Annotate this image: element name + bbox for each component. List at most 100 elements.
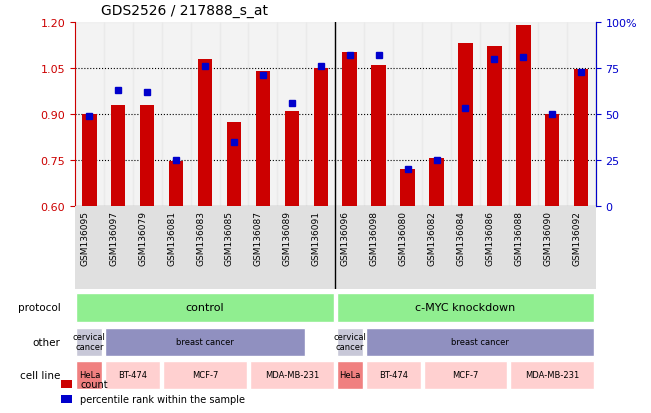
Bar [307, 23, 335, 206]
Bar [451, 206, 480, 289]
Bar [161, 23, 191, 206]
Bar [451, 23, 480, 206]
Bar [337, 293, 594, 323]
Bar [538, 23, 567, 206]
Text: GSM136096: GSM136096 [340, 211, 350, 266]
Text: GSM136098: GSM136098 [370, 211, 379, 266]
Bar [75, 23, 104, 206]
Text: GSM136088: GSM136088 [514, 211, 523, 266]
Text: GSM136086: GSM136086 [486, 211, 494, 266]
Bar [277, 206, 307, 289]
Bar [516, 26, 531, 206]
Bar [161, 206, 191, 289]
Bar [480, 206, 509, 289]
Text: HeLa: HeLa [339, 370, 361, 379]
Text: breast cancer: breast cancer [451, 337, 509, 346]
Legend: count, percentile rank within the sample: count, percentile rank within the sample [57, 375, 249, 408]
Bar [76, 361, 102, 389]
Bar [422, 206, 451, 289]
Bar [393, 23, 422, 206]
Bar [249, 23, 277, 206]
Bar [342, 53, 357, 206]
Text: GSM136085: GSM136085 [225, 211, 234, 266]
Bar [424, 361, 507, 389]
Bar [337, 361, 363, 389]
Text: breast cancer: breast cancer [176, 337, 234, 346]
Bar [400, 170, 415, 206]
Text: GSM136092: GSM136092 [572, 211, 581, 266]
Bar [538, 206, 567, 289]
Bar [191, 23, 219, 206]
Bar [133, 206, 161, 289]
Bar [169, 162, 184, 206]
Text: cervical
cancer: cervical cancer [73, 332, 105, 351]
Text: GSM136082: GSM136082 [428, 211, 437, 266]
Text: GSM136090: GSM136090 [544, 211, 552, 266]
Bar [104, 23, 133, 206]
Bar [307, 206, 335, 289]
Text: BT-474: BT-474 [118, 370, 147, 379]
Bar [256, 72, 270, 206]
Text: MCF-7: MCF-7 [192, 370, 218, 379]
Text: GSM136095: GSM136095 [80, 211, 89, 266]
Text: MDA-MB-231: MDA-MB-231 [265, 370, 319, 379]
Bar [277, 23, 307, 206]
Bar [198, 59, 212, 206]
Text: GDS2526 / 217888_s_at: GDS2526 / 217888_s_at [101, 4, 268, 17]
Bar [249, 206, 277, 289]
Text: GSM136079: GSM136079 [138, 211, 147, 266]
Bar [545, 114, 559, 206]
Text: GSM136097: GSM136097 [109, 211, 118, 266]
Bar [76, 328, 102, 356]
Bar [105, 361, 160, 389]
Bar [509, 23, 538, 206]
Bar [284, 112, 299, 206]
Bar [429, 159, 444, 206]
Bar [219, 206, 249, 289]
Bar [364, 206, 393, 289]
Bar [104, 206, 133, 289]
Bar [487, 47, 502, 206]
Bar [111, 105, 126, 206]
Bar [480, 23, 509, 206]
Bar [567, 206, 596, 289]
Text: MDA-MB-231: MDA-MB-231 [525, 370, 579, 379]
Bar [393, 206, 422, 289]
Bar [366, 361, 421, 389]
Text: cell line: cell line [20, 370, 61, 380]
Bar [366, 328, 594, 356]
Bar [133, 23, 161, 206]
Bar [227, 122, 242, 206]
Bar [219, 23, 249, 206]
Text: protocol: protocol [18, 303, 61, 313]
Text: GSM136089: GSM136089 [283, 211, 292, 266]
Text: GSM136091: GSM136091 [312, 211, 321, 266]
Bar [335, 23, 364, 206]
Bar [105, 328, 305, 356]
Text: other: other [33, 337, 61, 347]
Bar [191, 206, 219, 289]
Text: GSM136083: GSM136083 [196, 211, 205, 266]
Text: GSM136087: GSM136087 [254, 211, 263, 266]
Text: GSM136081: GSM136081 [167, 211, 176, 266]
Bar [510, 361, 594, 389]
Bar [82, 114, 96, 206]
Text: GSM136080: GSM136080 [398, 211, 408, 266]
Bar [76, 293, 334, 323]
Bar [574, 70, 589, 206]
Text: BT-474: BT-474 [379, 370, 408, 379]
Bar [422, 23, 451, 206]
Bar [337, 328, 363, 356]
Bar [314, 69, 328, 206]
Bar [163, 361, 247, 389]
Text: control: control [186, 303, 225, 313]
Bar [372, 66, 386, 206]
Text: cervical
cancer: cervical cancer [333, 332, 366, 351]
Text: MCF-7: MCF-7 [452, 370, 478, 379]
Bar [75, 206, 104, 289]
Bar [364, 23, 393, 206]
Bar [250, 361, 334, 389]
Bar [335, 206, 364, 289]
Bar [458, 44, 473, 206]
Bar [140, 105, 154, 206]
